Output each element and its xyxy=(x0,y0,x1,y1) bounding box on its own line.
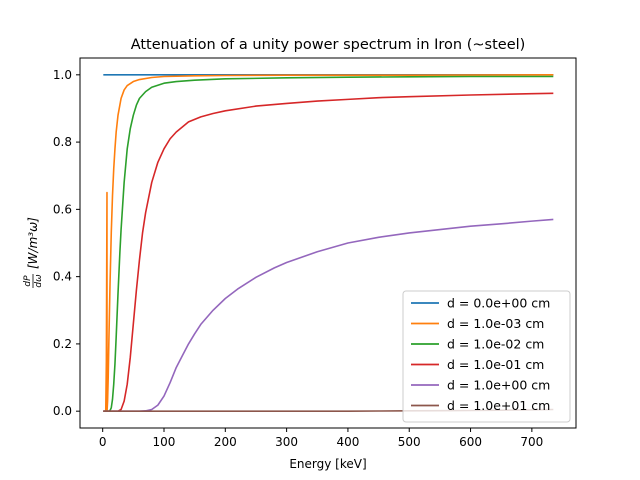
series-line-4 xyxy=(103,218,554,412)
x-axis-label: Energy [keV] xyxy=(289,457,366,471)
legend-label-4: d = 1.0e+00 cm xyxy=(447,378,550,393)
x-tick-label: 500 xyxy=(398,435,421,449)
series-line-1 xyxy=(103,74,554,412)
plot-frame xyxy=(79,57,577,429)
x-tick-label: 300 xyxy=(275,435,298,449)
legend-label-3: d = 1.0e-01 cm xyxy=(447,357,544,372)
legend-box xyxy=(402,290,571,423)
x-tick-label: 0 xyxy=(99,435,107,449)
series-line-2 xyxy=(103,75,554,412)
legend-label-0: d = 0.0e+00 cm xyxy=(447,296,550,311)
y-tick-label: 0.6 xyxy=(53,202,72,216)
legend-label-2: d = 1.0e-02 cm xyxy=(447,337,544,352)
y-tick-label: 0.8 xyxy=(53,135,72,149)
y-tick-label: 0.2 xyxy=(53,337,72,351)
y-axis-ticks: 0.0 0.2 0.4 0.6 0.8 1.0 xyxy=(53,68,80,418)
legend: d = 0.0e+00 cm d = 1.0e-03 cm d = 1.0e-02 … xyxy=(402,290,571,423)
y-tick-label: 0.4 xyxy=(53,270,72,284)
x-tick-label: 700 xyxy=(520,435,543,449)
y-tick-label: 0.0 xyxy=(53,404,72,418)
chart-title: Attenuation of a unity power spectrum in… xyxy=(131,37,526,53)
x-axis-ticks: 0 100 200 300 400 500 600 700 xyxy=(99,428,543,449)
x-tick-label: 400 xyxy=(336,435,359,449)
x-tick-label: 100 xyxy=(153,435,176,449)
y-axis-label-denominator: dω xyxy=(34,274,44,288)
y-axis-label-numerator: dP xyxy=(23,275,33,287)
x-tick-label: 600 xyxy=(459,435,482,449)
x-tick-label: 200 xyxy=(214,435,237,449)
legend-label-5: d = 1.0e+01 cm xyxy=(447,398,550,413)
legend-label-1: d = 1.0e-03 cm xyxy=(447,316,544,331)
y-axis-label-units: [W/m³ω] xyxy=(26,217,40,269)
y-axis-label: dP dω [W/m³ω] xyxy=(23,217,44,288)
series-line-3 xyxy=(103,92,554,412)
y-tick-label: 1.0 xyxy=(53,68,72,82)
